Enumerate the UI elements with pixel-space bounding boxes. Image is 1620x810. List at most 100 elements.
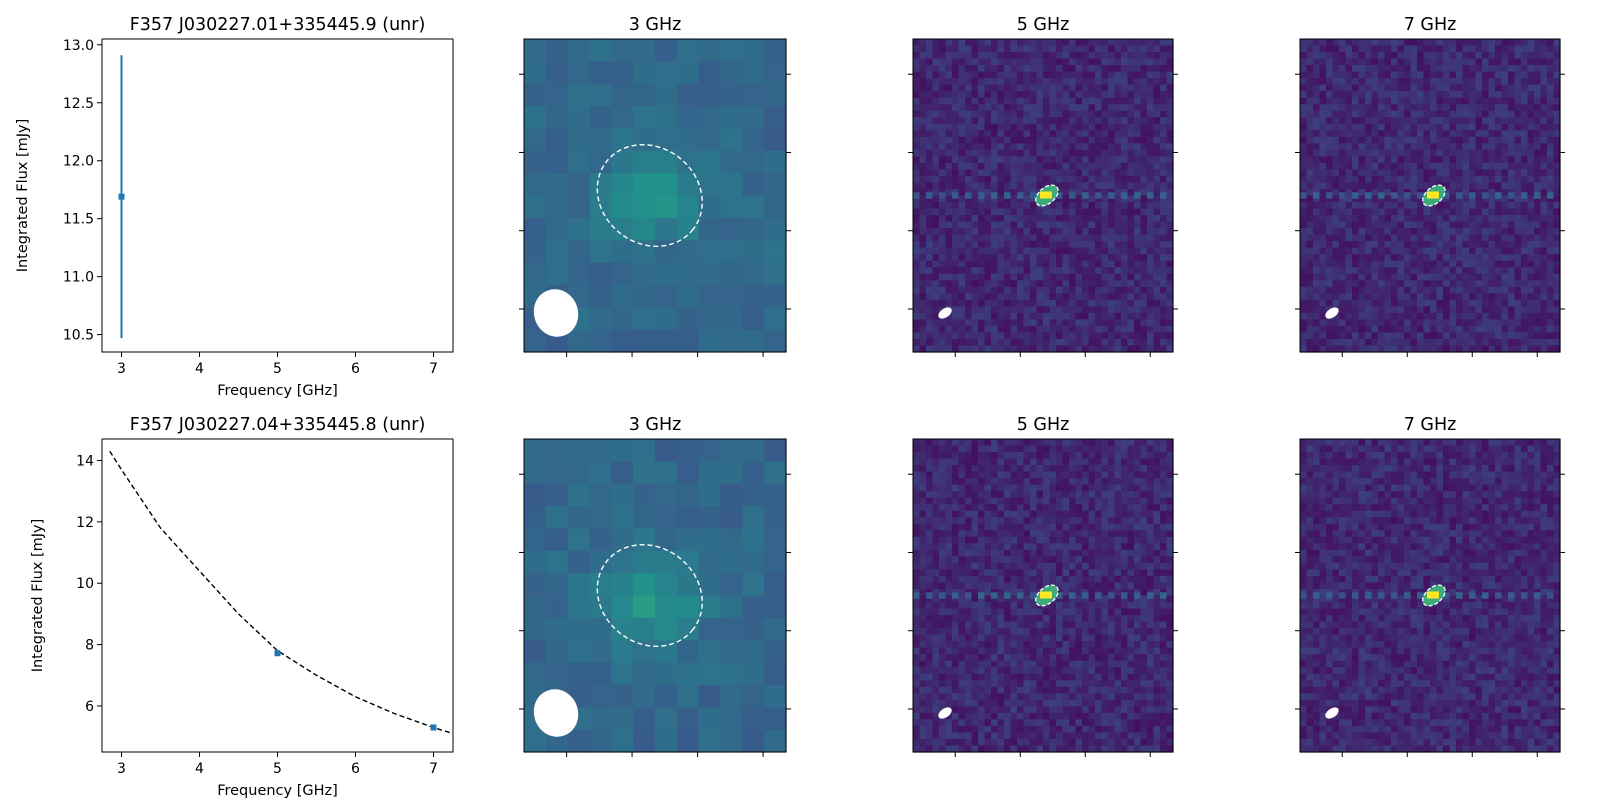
pixel [1358, 299, 1366, 307]
pixel [1553, 325, 1561, 334]
pixel [1108, 439, 1116, 447]
pixel [1121, 332, 1129, 340]
pixel [1062, 202, 1070, 210]
pixel [1023, 345, 1031, 353]
pixel [1469, 280, 1477, 288]
pixel [1352, 254, 1360, 262]
pixel [1488, 280, 1496, 288]
pixel [1423, 286, 1431, 294]
pixel [1004, 52, 1012, 60]
pixel [1527, 39, 1535, 47]
pixel [1121, 338, 1129, 347]
pixel [1023, 478, 1031, 486]
pixel [971, 439, 979, 447]
stripe-pixel [1469, 192, 1476, 199]
pixel [1339, 299, 1347, 307]
pixel [1326, 52, 1334, 60]
pixel [1101, 273, 1109, 281]
pixel [1095, 169, 1103, 177]
pixel [952, 182, 960, 190]
pixel [997, 45, 1005, 53]
pixel [991, 65, 999, 73]
pixel [1036, 325, 1044, 334]
pixel [1114, 445, 1122, 453]
pixel [1127, 52, 1135, 60]
pixel [1160, 445, 1168, 453]
pixel [1508, 143, 1516, 151]
pixel [1495, 39, 1503, 47]
pixel [1501, 130, 1509, 138]
pixel [991, 452, 999, 460]
pixel [939, 149, 947, 157]
pixel [1127, 319, 1135, 327]
pixel [997, 338, 1005, 347]
pixel [1443, 234, 1451, 242]
pixel [676, 106, 700, 130]
pixel [1306, 247, 1314, 255]
pixel [655, 439, 678, 462]
pixel [1352, 130, 1360, 138]
pixel [1153, 293, 1161, 301]
pixel [1030, 195, 1038, 203]
pixel [1036, 182, 1044, 190]
pixel [1075, 188, 1083, 197]
pixel [1384, 345, 1392, 353]
pixel [1547, 215, 1555, 223]
pixel [1306, 286, 1314, 294]
pixel [945, 45, 953, 53]
pixel [1469, 169, 1477, 177]
pixel [1456, 312, 1464, 320]
pixel [1049, 465, 1057, 473]
pixel [1501, 71, 1509, 79]
pixel [1508, 156, 1516, 164]
pixel [1326, 338, 1334, 347]
pixel [1540, 299, 1548, 307]
pixel [1456, 58, 1464, 66]
pixel [1319, 45, 1327, 53]
pixel [1332, 293, 1340, 301]
pixel [1114, 123, 1122, 131]
pixel [1514, 345, 1522, 353]
pixel [1108, 143, 1116, 151]
pixel [1108, 510, 1116, 518]
pixel [1371, 195, 1379, 203]
pixel [1514, 267, 1522, 275]
pixel [1127, 523, 1135, 531]
pixel [1049, 241, 1057, 249]
pixel [1553, 149, 1561, 157]
pixel [1404, 156, 1412, 164]
pixel [1423, 65, 1431, 73]
pixel [1043, 280, 1051, 288]
pixel [1088, 130, 1096, 138]
pixel [1127, 452, 1135, 460]
pixel [1436, 156, 1444, 164]
pixel [1482, 208, 1490, 216]
pixel [945, 221, 953, 229]
pixel [913, 156, 921, 164]
pixel [1023, 130, 1031, 138]
pixel [1306, 104, 1314, 112]
pixel [1488, 241, 1496, 249]
pixel [919, 491, 927, 499]
pixel [1443, 202, 1451, 210]
pixel [913, 267, 921, 275]
pixel [1365, 325, 1373, 334]
pixel [1339, 221, 1347, 229]
pixel [1017, 445, 1025, 453]
pixel [978, 169, 986, 177]
pixel [1069, 517, 1077, 525]
pixel [1069, 52, 1077, 60]
pixel [926, 306, 934, 314]
pixel [1352, 345, 1360, 353]
pixel [1410, 136, 1418, 144]
pixel [926, 530, 934, 538]
pixel [633, 595, 656, 619]
pixel [1475, 52, 1483, 60]
pixel [1501, 52, 1509, 60]
pixel [965, 52, 973, 60]
pixel [1534, 260, 1542, 268]
pixel [1456, 260, 1464, 268]
pixel [913, 52, 921, 60]
pixel [1443, 325, 1451, 334]
pixel [1410, 228, 1418, 236]
